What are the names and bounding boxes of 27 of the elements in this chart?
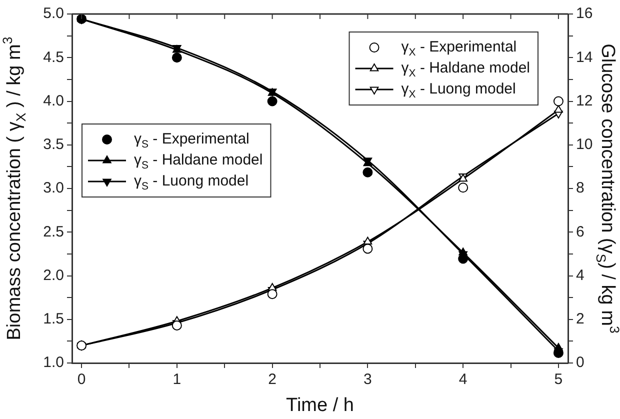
y2-tick-label: 6 (576, 223, 584, 240)
y-tick-label: 4.5 (43, 48, 64, 66)
x-axis-title: Time / h (286, 395, 354, 416)
y2-tick-label: 8 (576, 180, 584, 197)
y2-axis-title: Glucose concentration (γS) / kg m3 (594, 44, 620, 334)
x-tick-label: 1 (172, 371, 182, 388)
y2-tick-label: 16 (576, 5, 593, 22)
y-axis-title: Biomass concentration ( γX ) / kg m3 (0, 36, 28, 340)
y-tick-label: 5.0 (43, 5, 64, 22)
y2-tick-label: 4 (576, 266, 584, 284)
y-tick-label: 3.0 (43, 180, 64, 197)
x-tick-label: 0 (77, 371, 86, 388)
x-tick-label: 3 (364, 371, 372, 388)
y-tick-label: 2.5 (43, 223, 64, 240)
y-tick-label: 2.0 (43, 266, 64, 284)
y-tick-label: 4.0 (43, 92, 64, 110)
y2-tick-label: 10 (576, 136, 593, 154)
x-tick-label: 5 (554, 371, 563, 388)
y-tick-label: 1.0 (43, 354, 64, 372)
x-tick-label: 2 (268, 371, 276, 388)
y-tick-label: 1.5 (43, 310, 64, 328)
y-tick-label: 3.5 (43, 136, 64, 154)
y2-tick-label: 14 (576, 48, 593, 66)
y2-tick-label: 0 (576, 354, 584, 372)
y2-tick-label: 12 (576, 92, 593, 110)
x-tick-label: 4 (458, 371, 468, 388)
y2-tick-label: 2 (576, 310, 584, 328)
